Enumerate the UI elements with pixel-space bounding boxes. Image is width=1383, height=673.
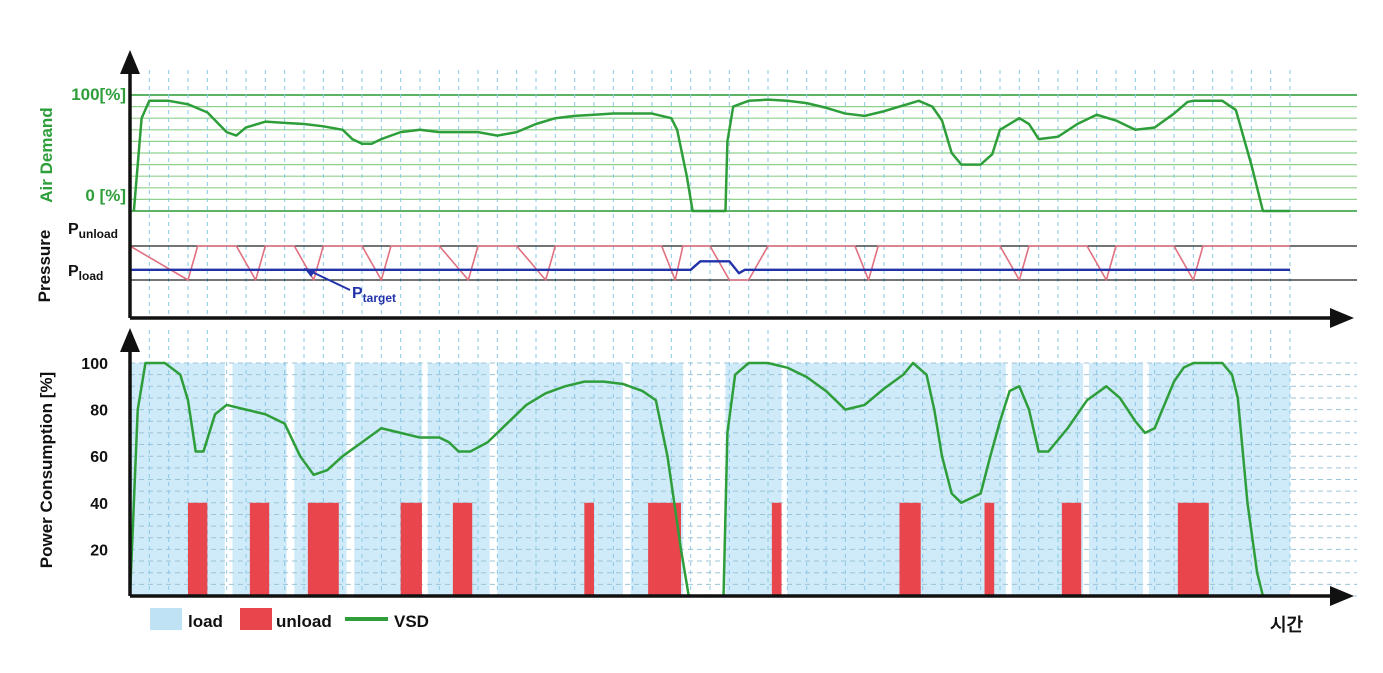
load-gap <box>421 363 428 596</box>
pressure-curves <box>129 245 1290 281</box>
unload-block <box>984 502 995 596</box>
air-demand-panel: Air Demand 100[%] 0 [%] <box>37 70 1357 318</box>
top-y-arrowhead <box>120 50 140 74</box>
unload-block <box>188 502 208 596</box>
unload-block <box>899 502 921 596</box>
unload-block <box>452 502 473 596</box>
load-gap <box>1005 363 1012 596</box>
top-x-arrowhead <box>1330 308 1354 328</box>
unload-block <box>1177 502 1209 596</box>
unload-block <box>1061 502 1082 596</box>
bottom-y-arrowhead <box>120 328 140 352</box>
p-target-arrow <box>309 270 351 291</box>
air-demand-tick-100: 100[%] <box>71 85 126 104</box>
legend-vsd-label: VSD <box>394 612 429 631</box>
time-axis-label: 시간 <box>1270 615 1304 635</box>
p-target-arrowhead <box>304 268 316 277</box>
unload-block <box>307 502 339 596</box>
power-panel: 100 80 60 40 20 Power Consumption [%] 시간 <box>37 330 1357 635</box>
air-demand-tick-0: 0 [%] <box>85 186 126 205</box>
air-demand-gridlines <box>129 70 1357 318</box>
unload-block <box>771 502 782 596</box>
unload-block <box>249 502 270 596</box>
p-target-series <box>130 260 1290 275</box>
pressure-axis-label: Pressure <box>35 230 54 303</box>
power-tick-20: 20 <box>90 542 108 559</box>
legend-load-label: load <box>188 612 223 631</box>
legend-unload-label: unload <box>276 612 332 631</box>
unload-block <box>400 502 422 596</box>
air-demand-curve <box>132 98 1290 213</box>
power-tick-100: 100 <box>81 356 108 373</box>
vsd-curve <box>128 361 1265 598</box>
load-gap <box>781 363 788 596</box>
power-tick-labels: 100 80 60 40 20 <box>81 356 108 559</box>
load-gap <box>286 363 295 596</box>
bottom-x-arrowhead <box>1330 586 1354 606</box>
pressure-sawtooth-series <box>129 245 1290 281</box>
load-gap <box>224 363 233 596</box>
unload-block <box>584 502 594 596</box>
vsd-series <box>128 361 1265 598</box>
pressure-gridlines <box>130 245 1357 281</box>
power-tick-60: 60 <box>90 449 108 466</box>
p-target-annotation: Ptarget <box>352 285 396 305</box>
p-load-label: Pload <box>68 263 103 283</box>
axes <box>120 50 1354 606</box>
air-demand-axis-label: Air Demand <box>37 107 56 202</box>
pressure-panel: Pressure Punload Pload Ptarget <box>35 221 1357 305</box>
power-axis-label: Power Consumption [%] <box>37 372 56 568</box>
power-tick-80: 80 <box>90 403 108 420</box>
air-demand-series <box>132 98 1290 213</box>
p-unload-label: Punload <box>68 221 118 241</box>
unload-blocks <box>188 502 1209 596</box>
legend-load-swatch <box>150 608 182 630</box>
legend: load unload VSD <box>150 608 429 631</box>
power-tick-40: 40 <box>90 496 108 513</box>
legend-unload-swatch <box>240 608 272 630</box>
load-gap <box>1143 363 1149 596</box>
